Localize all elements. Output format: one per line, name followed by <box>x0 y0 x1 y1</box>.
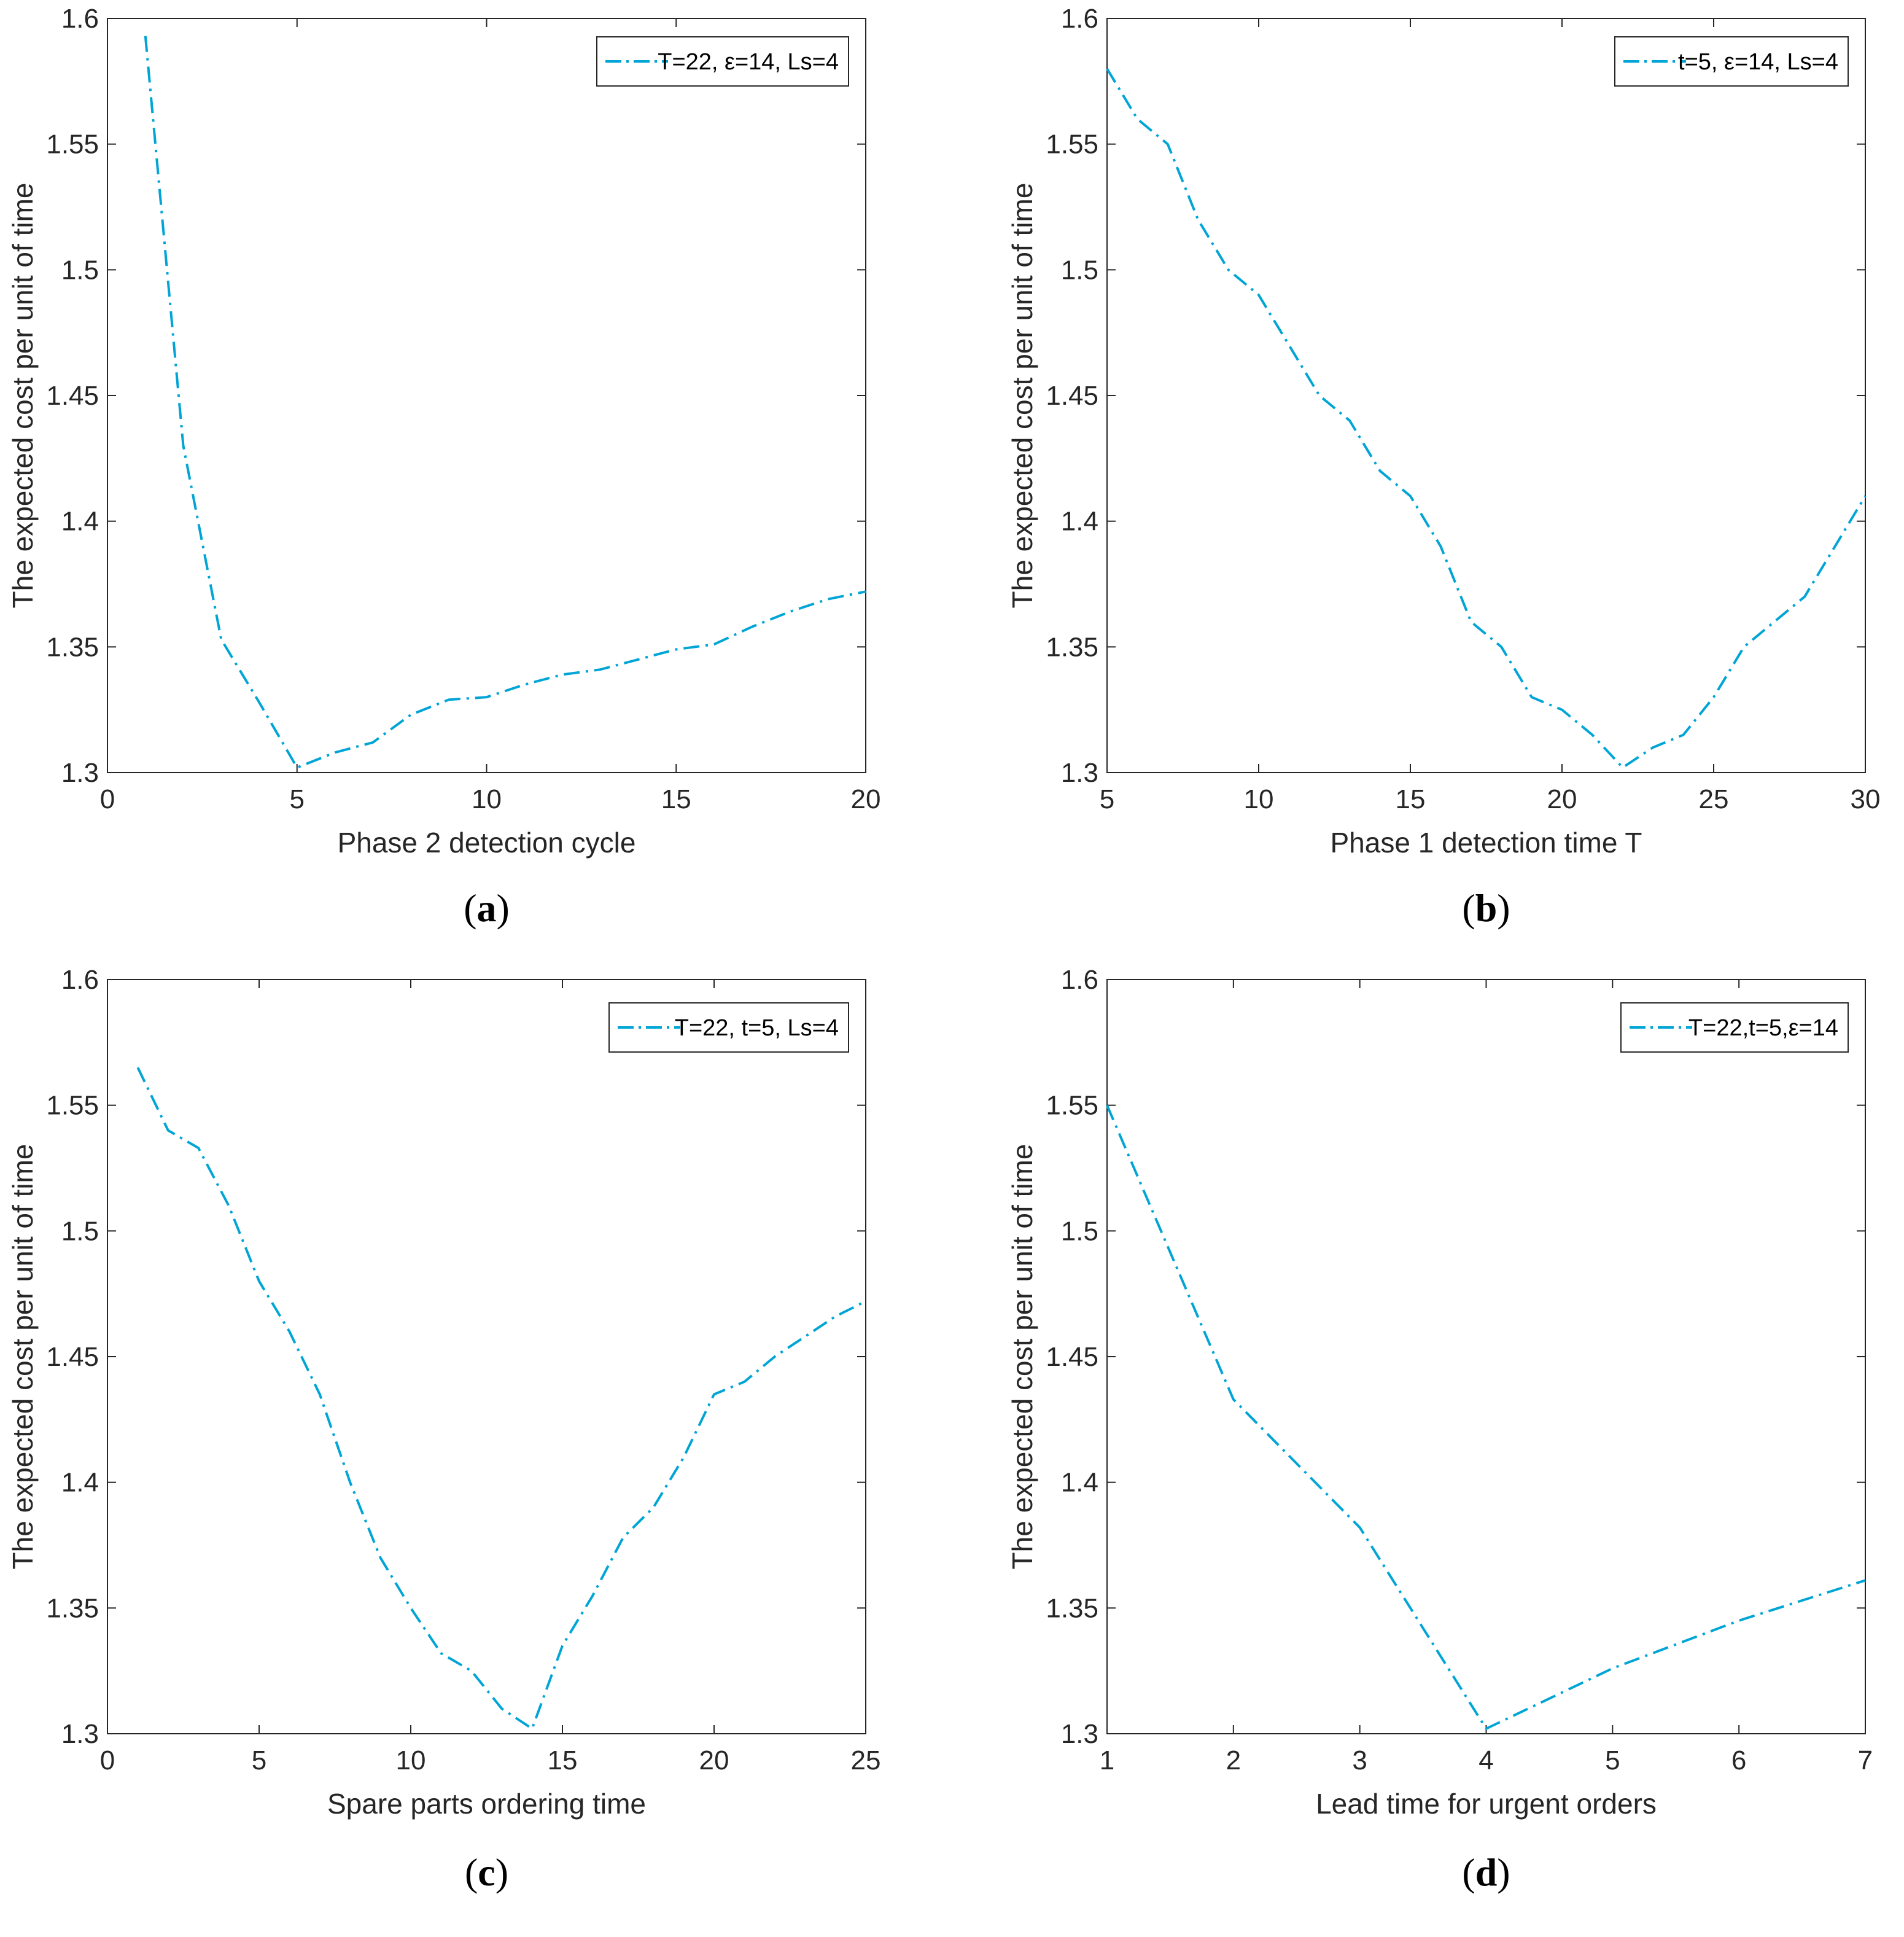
y-tick-label: 1.55 <box>1046 1091 1098 1121</box>
y-axis-label: The expected cost per unit of time <box>1006 1144 1038 1570</box>
y-tick-label: 1.3 <box>1061 758 1098 788</box>
x-tick-label: 20 <box>1547 784 1577 814</box>
y-tick-label: 1.3 <box>61 758 99 788</box>
y-tick-label: 1.5 <box>1061 1216 1098 1246</box>
y-tick-label: 1.4 <box>1061 507 1098 537</box>
legend: T=22, ε=14, Ls=4 <box>596 36 849 87</box>
x-tick-label: 15 <box>1396 784 1426 814</box>
y-tick-label: 1.6 <box>61 4 99 34</box>
legend-label: t=5, ε=14, Ls=4 <box>1678 49 1838 75</box>
chart-panel-d: 1 2 3 4 5 6 7 1.3 1.35 1.4 1.45 1.5 1.55 1.6 Lead time… <box>1006 965 1873 1894</box>
y-axis-label: The expected cost per unit of time <box>7 1144 39 1570</box>
y-tick-label: 1.3 <box>1061 1719 1098 1749</box>
y-tick-label: 1.35 <box>46 632 99 662</box>
x-tick-label: 15 <box>548 1745 578 1775</box>
x-axis-label: Phase 2 detection cycle <box>338 827 636 859</box>
x-axis-label: Lead time for urgent orders <box>1316 1788 1657 1820</box>
y-tick-label: 1.5 <box>61 255 99 285</box>
y-tick-label: 1.4 <box>61 507 99 537</box>
chart-panel-c: 0 5 10 15 20 25 1.3 1.35 1.4 1.45 1.5 1.55 1.6 Spare … <box>7 965 880 1894</box>
x-axis-label: Spare parts ordering time <box>327 1788 646 1820</box>
y-tick-label: 1.6 <box>1061 965 1098 995</box>
y-tick-label: 1.45 <box>46 1342 99 1372</box>
x-tick-label: 0 <box>100 1745 115 1775</box>
series-line <box>136 1067 866 1731</box>
x-tick-label: 25 <box>851 1745 881 1775</box>
y-tick-label: 1.3 <box>61 1719 99 1749</box>
y-tick-label: 1.45 <box>1046 381 1098 411</box>
y-tick-label: 1.55 <box>46 1091 99 1121</box>
legend: t=5, ε=14, Ls=4 <box>1614 36 1849 87</box>
y-tick-label: 1.45 <box>46 381 99 411</box>
series-line <box>144 36 866 770</box>
plot-area-frame <box>107 979 866 1734</box>
x-tick-label: 30 <box>1851 784 1881 814</box>
x-tick-label: 10 <box>472 784 502 814</box>
y-tick-label: 1.5 <box>61 1216 99 1246</box>
chart-panel-a: 0 5 10 15 20 1.3 1.35 1.4 1.45 1.5 1.55 1.6 Phase 2 … <box>7 4 880 930</box>
x-tick-label: 5 <box>290 784 305 814</box>
x-axis-label: Phase 1 detection time T <box>1331 827 1642 859</box>
plot-area-frame <box>107 18 866 773</box>
x-tick-label: 5 <box>1605 1745 1620 1775</box>
x-tick-label: 7 <box>1858 1745 1873 1775</box>
series-line <box>1106 1104 1866 1731</box>
y-tick-label: 1.5 <box>1061 255 1098 285</box>
y-tick-label: 1.45 <box>1046 1342 1098 1372</box>
x-tick-label: 5 <box>252 1745 266 1775</box>
x-tick-label: 1 <box>1100 1745 1114 1775</box>
x-tick-label: 20 <box>699 1745 729 1775</box>
panel-caption: (b) <box>1462 886 1510 930</box>
y-tick-label: 1.6 <box>61 965 99 995</box>
legend-label: T=22, ε=14, Ls=4 <box>658 49 839 75</box>
panel-caption: (a) <box>464 886 510 930</box>
legend: T=22, t=5, Ls=4 <box>608 1002 849 1053</box>
panel-caption: (c) <box>465 1850 508 1894</box>
y-tick-label: 1.4 <box>61 1468 99 1498</box>
x-tick-label: 10 <box>1244 784 1274 814</box>
x-tick-label: 15 <box>661 784 691 814</box>
x-tick-label: 6 <box>1731 1745 1746 1775</box>
x-tick-label: 4 <box>1479 1745 1493 1775</box>
series-line <box>1106 68 1867 770</box>
x-tick-label: 20 <box>851 784 881 814</box>
x-tick-label: 2 <box>1226 1745 1241 1775</box>
y-tick-label: 1.35 <box>1046 632 1098 662</box>
panel-caption: (d) <box>1462 1850 1510 1894</box>
y-tick-label: 1.35 <box>1046 1593 1098 1623</box>
plot-area-frame <box>1106 18 1866 773</box>
legend: T=22,t=5,ε=14 <box>1620 1002 1849 1053</box>
legend-label: T=22, t=5, Ls=4 <box>675 1015 839 1041</box>
y-axis-label: The expected cost per unit of time <box>7 183 39 609</box>
x-tick-label: 3 <box>1352 1745 1367 1775</box>
y-tick-label: 1.4 <box>1061 1468 1098 1498</box>
x-tick-label: 0 <box>100 784 115 814</box>
plot-area-frame <box>1106 979 1866 1734</box>
legend-label: T=22,t=5,ε=14 <box>1688 1015 1838 1041</box>
x-tick-label: 5 <box>1100 784 1114 814</box>
y-tick-label: 1.6 <box>1061 4 1098 34</box>
x-tick-label: 25 <box>1699 784 1729 814</box>
y-axis-label: The expected cost per unit of time <box>1006 183 1038 609</box>
y-tick-label: 1.35 <box>46 1593 99 1623</box>
chart-panel-b: 5 10 15 20 25 30 1.3 1.35 1.4 1.45 1.5 1.55 1.6 Phase… <box>1006 4 1880 930</box>
y-tick-label: 1.55 <box>1046 130 1098 160</box>
x-tick-label: 10 <box>396 1745 426 1775</box>
y-tick-label: 1.55 <box>46 130 99 160</box>
